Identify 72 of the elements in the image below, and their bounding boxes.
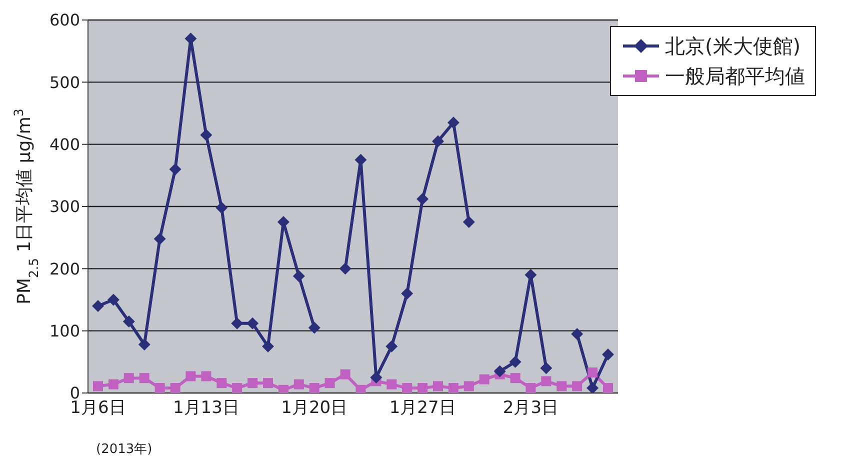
point [416,193,429,206]
y-tick-label: 200 [49,259,80,278]
point [402,383,412,393]
point [324,378,335,388]
point [464,381,474,392]
point [572,381,582,392]
point [340,369,350,380]
point [603,383,613,393]
point [339,262,352,275]
point [122,316,135,328]
point [447,116,460,129]
legend-label: 北京(米大使館) [665,33,801,60]
point [124,373,134,384]
point [138,338,150,351]
legend-label: 一般局都平均値 [665,63,805,90]
point [108,379,118,390]
point [154,383,165,393]
point [602,348,614,360]
y-tick-label: 300 [49,197,80,216]
point [169,163,182,176]
point [139,373,150,384]
point [494,365,506,378]
point [294,379,304,390]
point [292,270,305,282]
y-tick-label: 500 [49,72,80,92]
point [448,383,458,393]
point [308,322,320,334]
point [107,294,120,306]
y-tick-label: 400 [49,135,80,154]
point [216,202,228,214]
point [526,383,536,393]
point [586,382,599,393]
point [588,367,598,378]
y-tick-label: 100 [49,322,80,341]
x-tick-label: 1月27日 [389,398,456,418]
point [216,378,227,388]
point [540,362,552,374]
text: (2013年) [96,442,152,457]
point [93,381,103,392]
point [200,129,212,142]
point [309,383,320,393]
point [92,300,104,312]
point [571,328,584,340]
x-tick-label: 1月6日 [70,398,126,418]
point [278,384,288,393]
point [186,371,196,382]
point [418,383,428,393]
point [262,340,274,352]
point [386,379,397,390]
point [541,376,552,386]
x-tick-label: 1月13日 [172,398,240,418]
point [479,374,490,384]
point [263,378,273,388]
point [432,135,444,148]
point [556,381,567,392]
y-tick-label: 600 [49,10,80,30]
x-tick-label: 2月3日 [502,398,559,418]
point [462,216,475,228]
point [433,381,443,392]
point [170,383,180,393]
point [246,317,259,330]
point [386,340,398,352]
point [232,383,242,393]
x-tick-label: 1月20日 [281,398,348,418]
point [401,288,414,300]
point [509,356,522,368]
point [154,232,166,245]
point [356,384,366,393]
point [231,317,244,330]
point [201,371,212,382]
point [248,378,258,388]
point [510,373,520,384]
